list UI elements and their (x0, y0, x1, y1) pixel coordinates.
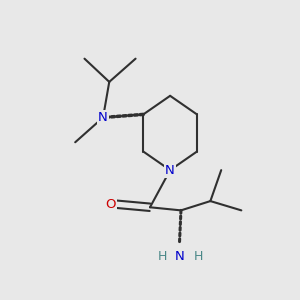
Text: H: H (193, 250, 203, 263)
Text: H: H (158, 250, 167, 263)
Text: N: N (98, 111, 108, 124)
Text: N: N (165, 164, 175, 177)
Text: O: O (105, 198, 116, 211)
Text: N: N (175, 250, 185, 263)
